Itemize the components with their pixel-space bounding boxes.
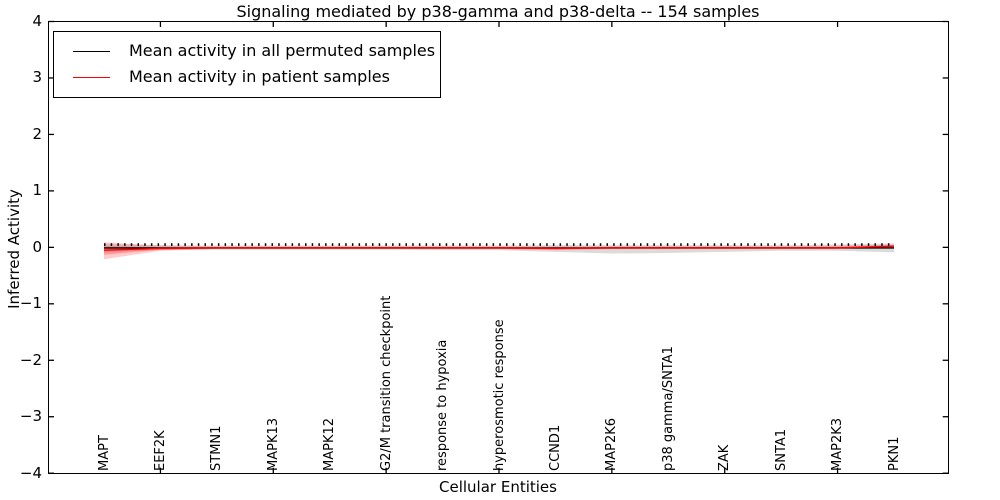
legend-item: Mean activity in patient samples (54, 64, 440, 90)
x-tick-label: PKN1 (886, 436, 902, 471)
x-tick-label: SNTA1 (773, 428, 789, 471)
y-tick-label: 4 (32, 12, 42, 30)
legend-label: Mean activity in all permuted samples (129, 41, 436, 60)
x-tick-label: MAPK12 (322, 417, 338, 471)
x-tick-label: CCND1 (547, 424, 563, 471)
y-tick-label: −2 (19, 350, 42, 369)
x-tick-label: MAPK13 (265, 417, 281, 471)
y-tick-label: 3 (32, 68, 42, 87)
x-tick-label: hyperosmotic response (491, 319, 507, 471)
x-axis-label: Cellular Entities (439, 478, 557, 496)
x-tick-label: MAP2K6 (604, 417, 620, 471)
x-tick-label: MAPT (96, 435, 112, 471)
x-tick-label: MAP2K3 (830, 417, 846, 471)
x-tick-label: EEF2K (152, 430, 168, 471)
x-tick-label: G2/M transition checkpoint (378, 295, 394, 471)
x-tick-label: p38 gamma/SNTA1 (660, 346, 676, 471)
chart-title: Signaling mediated by p38-gamma and p38-… (236, 2, 760, 21)
y-tick-label: 0 (32, 237, 42, 256)
legend-line-sample (73, 50, 110, 52)
x-tick-label: ZAK (717, 444, 733, 471)
y-tick-label: 2 (32, 124, 42, 143)
legend-item: Mean activity in all permuted samples (54, 38, 440, 64)
legend-line-sample (73, 76, 110, 78)
y-tick-label: 1 (32, 181, 42, 200)
y-tick-label: −1 (19, 294, 42, 313)
y-tick-label: −3 (19, 407, 42, 426)
x-tick-label: STMN1 (209, 425, 225, 471)
legend-box: Mean activity in all permuted samples Mea… (53, 31, 441, 98)
y-tick-label: −4 (19, 463, 42, 482)
x-tick-label: response to hypoxia (435, 339, 451, 471)
legend-label: Mean activity in patient samples (129, 67, 390, 86)
